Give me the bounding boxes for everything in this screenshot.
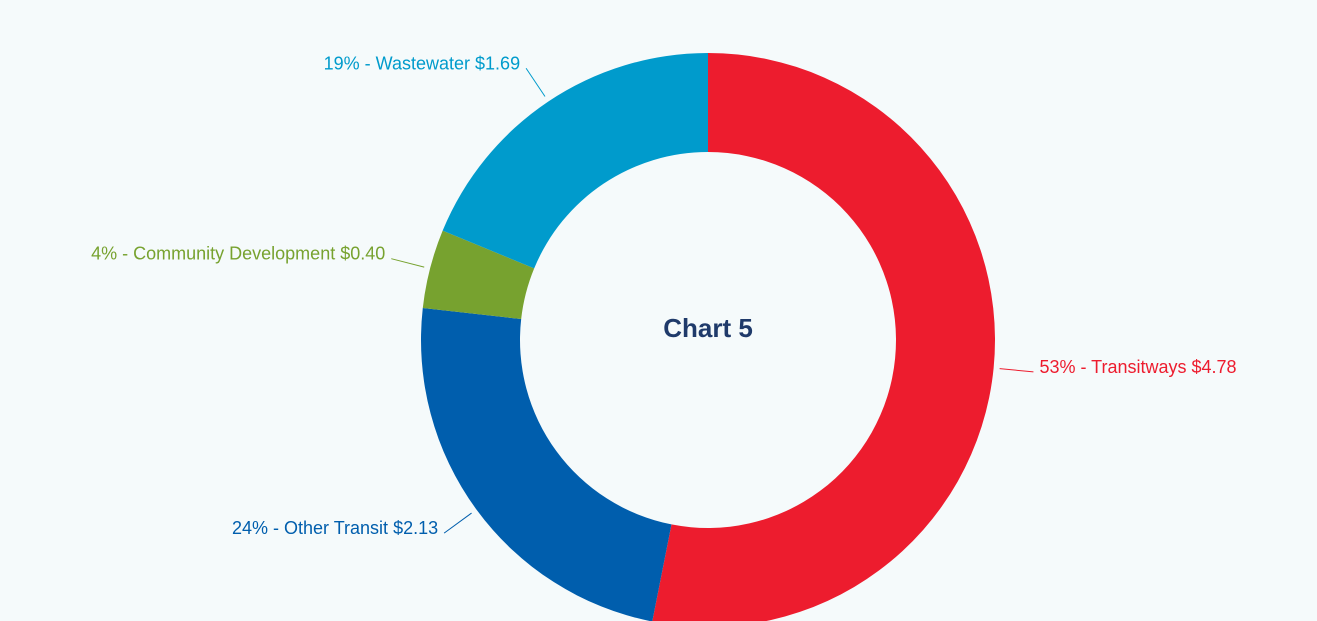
leader-line xyxy=(999,368,1034,373)
category-label: Wastewater xyxy=(376,53,470,73)
share-label: 53% xyxy=(1039,357,1075,377)
value-label: $4.78 xyxy=(1192,357,1237,377)
value-label: $2.13 xyxy=(393,518,438,538)
value-label: $0.40 xyxy=(340,243,385,263)
slice xyxy=(652,53,996,621)
slice xyxy=(421,308,672,621)
separator: - xyxy=(117,243,133,263)
slice-label: 19% - Wastewater $1.69 xyxy=(324,53,520,73)
category-label: Community Development xyxy=(133,243,335,263)
slice-label: 4% - Community Development $0.40 xyxy=(91,243,385,263)
separator: - xyxy=(360,53,376,73)
share-label: 24% xyxy=(232,518,268,538)
slice xyxy=(442,53,708,269)
slice xyxy=(422,230,535,320)
leader-line xyxy=(525,67,546,97)
separator: - xyxy=(1075,357,1091,377)
leader-line xyxy=(443,512,472,534)
center-label: Chart 5 xyxy=(663,313,753,343)
leader-line xyxy=(391,258,425,268)
slices xyxy=(421,53,996,621)
share-label: 4% xyxy=(91,243,117,263)
slice-label: 53% - Transitways $4.78 xyxy=(1039,357,1236,377)
separator: - xyxy=(268,518,284,538)
category-label: Other Transit xyxy=(284,518,388,538)
slice-label: 24% - Other Transit $2.13 xyxy=(232,518,438,538)
value-label: $1.69 xyxy=(475,53,520,73)
share-label: 19% xyxy=(324,53,360,73)
category-label: Transitways xyxy=(1091,357,1186,377)
